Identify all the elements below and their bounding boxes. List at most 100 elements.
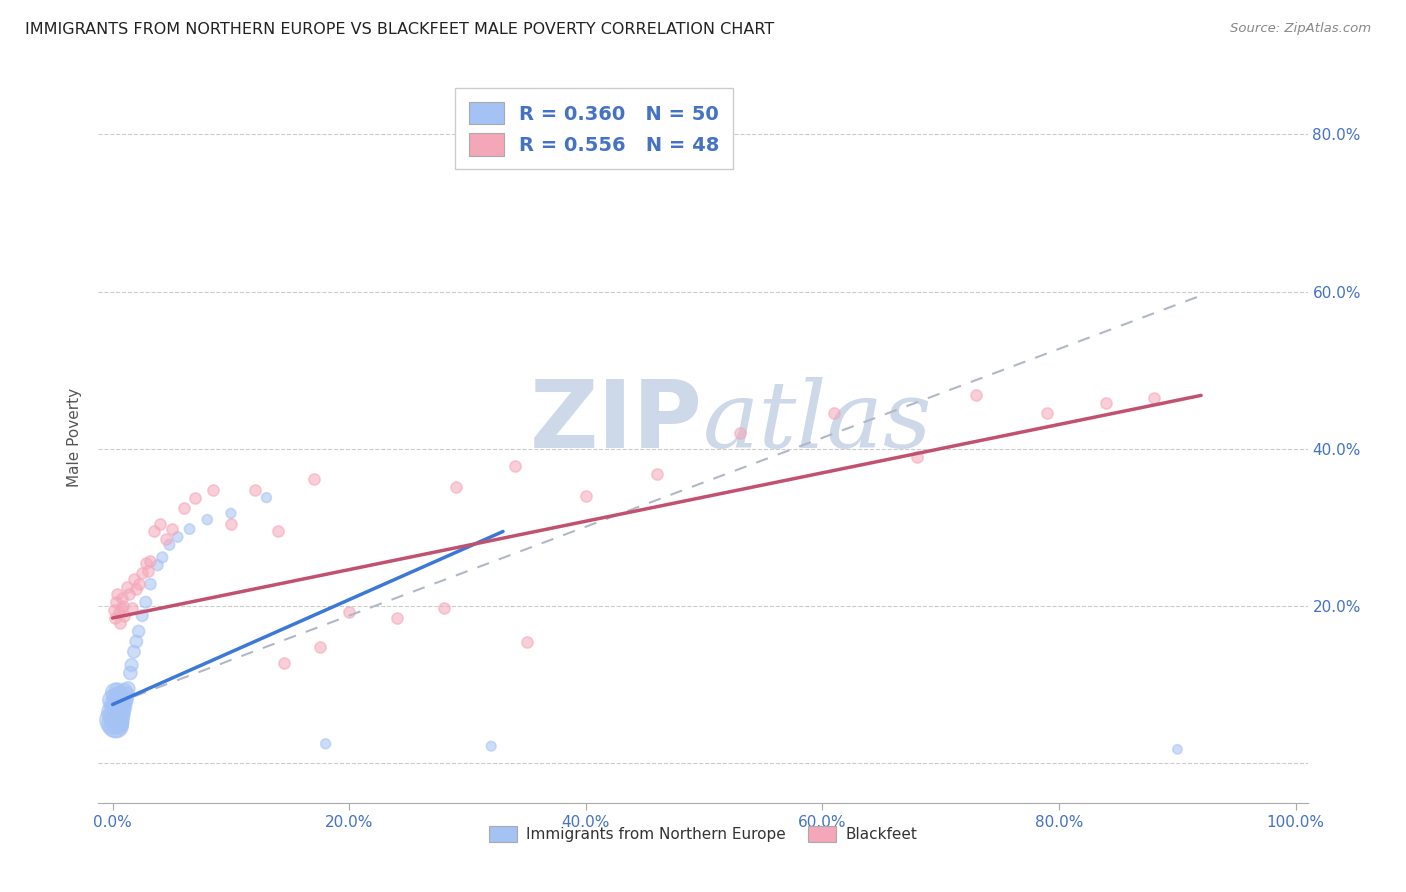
Point [114, 692, 136, 706]
Point [202, 483, 225, 497]
Point [105, 690, 128, 704]
Point [111, 692, 134, 706]
Point [105, 719, 128, 733]
Point [728, 426, 751, 441]
Point [122, 645, 145, 659]
Point [118, 587, 141, 601]
Point [105, 587, 128, 601]
Point [254, 491, 277, 505]
Point [105, 715, 128, 730]
Point [444, 480, 467, 494]
Point [122, 572, 145, 586]
Point [115, 687, 138, 701]
Point [139, 553, 162, 567]
Point [149, 516, 172, 531]
Point [107, 703, 129, 717]
Point [302, 472, 325, 486]
Point [575, 489, 598, 503]
Point [823, 407, 845, 421]
Point [103, 603, 125, 617]
Point [219, 507, 242, 521]
Point [112, 599, 135, 614]
Point [110, 695, 132, 709]
Point [337, 606, 360, 620]
Point [219, 516, 242, 531]
Point [120, 666, 142, 681]
Point [273, 656, 295, 670]
Point [111, 591, 134, 606]
Point [965, 388, 987, 402]
Point [905, 450, 928, 464]
Point [135, 556, 157, 570]
Point [166, 530, 188, 544]
Point [108, 699, 131, 714]
Point [1143, 391, 1166, 405]
Point [117, 681, 139, 696]
Point [146, 558, 169, 573]
Point [503, 459, 526, 474]
Legend: Immigrants from Northern Europe, Blackfeet: Immigrants from Northern Europe, Blackfe… [481, 819, 925, 850]
Point [108, 687, 131, 701]
Point [139, 577, 162, 591]
Point [308, 640, 330, 654]
Point [125, 634, 148, 648]
Point [112, 699, 135, 714]
Point [114, 684, 136, 698]
Point [103, 706, 125, 720]
Point [195, 513, 218, 527]
Point [157, 538, 180, 552]
Point [131, 608, 153, 623]
Point [143, 524, 166, 539]
Point [121, 658, 143, 673]
Point [104, 698, 127, 712]
Text: IMMIGRANTS FROM NORTHERN EUROPE VS BLACKFEET MALE POVERTY CORRELATION CHART: IMMIGRANTS FROM NORTHERN EUROPE VS BLACK… [25, 22, 775, 37]
Point [125, 582, 148, 596]
Point [103, 693, 125, 707]
Point [107, 713, 129, 727]
Point [115, 580, 138, 594]
Point [1166, 742, 1188, 756]
Point [107, 692, 129, 706]
Point [114, 608, 136, 623]
Point [516, 634, 538, 648]
Point [105, 595, 128, 609]
Point [128, 577, 150, 591]
Point [108, 709, 131, 723]
Point [105, 684, 128, 698]
Point [105, 711, 128, 725]
Point [135, 595, 157, 609]
Point [104, 717, 127, 731]
Point [315, 737, 337, 751]
Point [104, 709, 127, 723]
Point [105, 695, 128, 709]
Point [243, 483, 266, 497]
Point [104, 611, 127, 625]
Point [136, 564, 159, 578]
Point [155, 533, 177, 547]
Point [433, 600, 456, 615]
Point [1095, 396, 1118, 410]
Point [105, 706, 128, 720]
Point [184, 491, 207, 505]
Point [107, 606, 129, 620]
Point [645, 467, 668, 481]
Text: Source: ZipAtlas.com: Source: ZipAtlas.com [1230, 22, 1371, 36]
Point [114, 695, 136, 709]
Point [128, 624, 150, 639]
Point [104, 686, 127, 700]
Point [150, 550, 173, 565]
Point [108, 616, 131, 631]
Point [1036, 407, 1059, 421]
Y-axis label: Male Poverty: Male Poverty [67, 387, 83, 487]
Text: ZIP: ZIP [530, 376, 703, 468]
Point [267, 524, 290, 539]
Text: atlas: atlas [703, 377, 932, 467]
Point [131, 566, 153, 581]
Point [110, 600, 132, 615]
Point [479, 739, 502, 754]
Point [173, 500, 195, 515]
Point [111, 703, 134, 717]
Point [105, 699, 128, 714]
Point [121, 600, 143, 615]
Point [103, 713, 125, 727]
